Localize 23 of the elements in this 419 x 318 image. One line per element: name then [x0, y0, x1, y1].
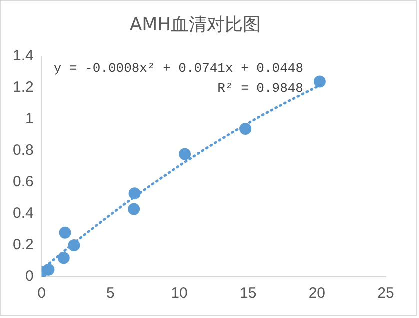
y-tick-label: 0.2 [12, 236, 34, 254]
y-tick-label: 0.4 [12, 205, 34, 222]
point [179, 148, 192, 160]
point [59, 226, 72, 239]
x-tick-label: 25 [378, 285, 394, 302]
y-tick-label: 1.2 [12, 79, 34, 96]
x-tick-label: 10 [171, 285, 188, 302]
y-tick-label: 1.4 [12, 48, 34, 65]
annotation: y = -0.0008x² + 0.0741x + 0.0448 [54, 61, 304, 76]
point [42, 264, 55, 276]
y-tick-label: 0 [26, 268, 34, 286]
point [314, 76, 326, 88]
chart-title: AMH血清对比图 [130, 14, 262, 36]
point [58, 252, 70, 264]
y-tick-label: 0.6 [12, 174, 34, 191]
point [128, 203, 140, 216]
x-tick-label: 0 [38, 285, 46, 302]
x-tick-label: 15 [240, 285, 257, 302]
x-tick-label: 20 [308, 285, 326, 302]
annotation: R² = 0.9848 [218, 81, 304, 96]
y-tick-label: 0.8 [12, 142, 34, 160]
y-tick-label: 1 [26, 110, 34, 128]
x-tick-label: 5 [106, 285, 115, 302]
